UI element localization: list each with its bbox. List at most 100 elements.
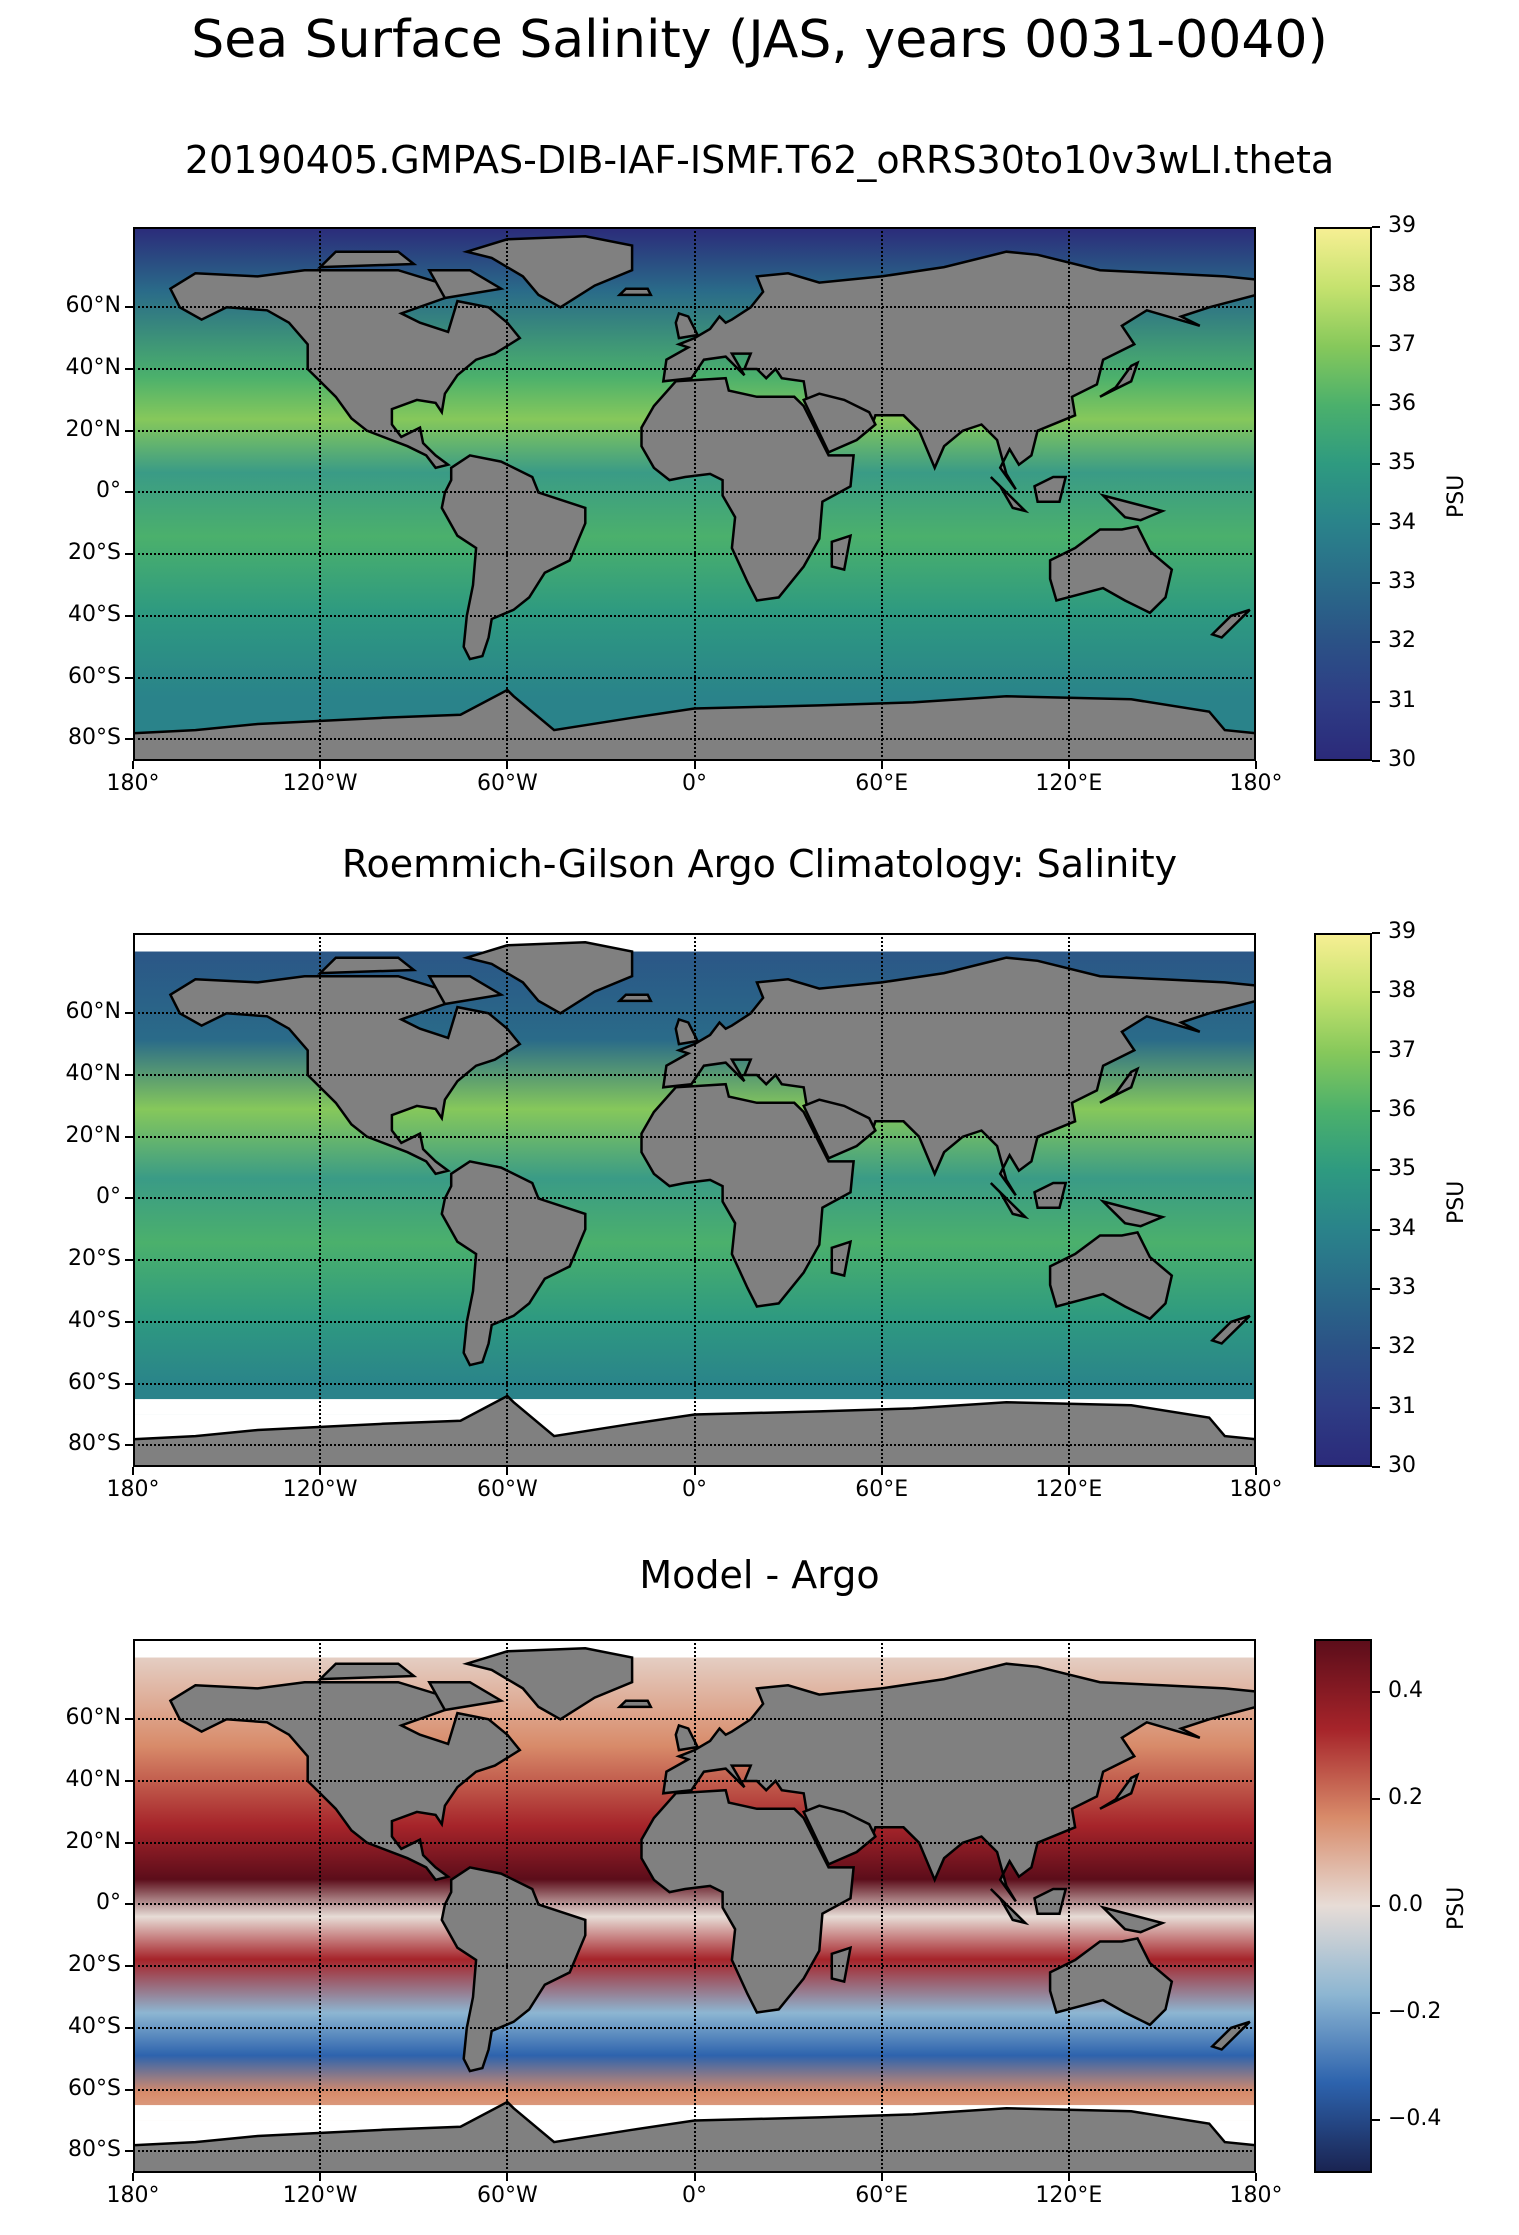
landmass: [1048, 1936, 1174, 2027]
y-tick-label: 40°S: [68, 601, 121, 627]
y-tick-label: 80°S: [68, 2137, 121, 2163]
colorbar-tick-label: 0.2: [1388, 1785, 1423, 1811]
colorbar-unit-label: PSU: [1444, 1180, 1469, 1224]
y-tick-mark: [125, 1012, 133, 1015]
colorbar-tick: [1372, 641, 1380, 644]
colorbar-tick: [1372, 1228, 1380, 1231]
x-tick-mark: [506, 761, 509, 769]
y-tick-mark: [125, 306, 133, 309]
colorbar-tick: [1372, 1691, 1380, 1694]
colorbar-2: [1314, 933, 1372, 1467]
meridian-gridline: [506, 1639, 509, 2173]
meridian-gridline: [319, 933, 322, 1467]
colorbar-tick: [1372, 1905, 1380, 1907]
colorbar-tick-label: 39: [1388, 919, 1416, 944]
y-tick-mark: [125, 1718, 133, 1721]
parallel-gridline: [133, 1779, 1256, 1782]
y-tick-label: 40°N: [65, 354, 121, 380]
landmass: [427, 974, 505, 1006]
landmass: [1033, 1887, 1068, 1915]
landmass: [1098, 1905, 1167, 1934]
x-tick-mark: [1067, 2173, 1070, 2181]
colorbar-unit-label: PSU: [1444, 474, 1469, 518]
y-tick-label: 60°S: [68, 1369, 121, 1395]
parallel-gridline: [133, 738, 1256, 741]
main-title: Sea Surface Salinity (JAS, years 0031-00…: [191, 10, 1328, 70]
y-tick-mark: [125, 553, 133, 556]
colorbar-tick-label: 31: [1388, 687, 1416, 713]
parallel-gridline: [133, 1073, 1256, 1076]
landmass: [661, 1662, 1256, 1903]
x-tick-mark: [880, 761, 883, 769]
landmass: [801, 1098, 877, 1160]
colorbar-tick-label: 35: [1388, 450, 1416, 476]
colorbar-tick-label: 38: [1388, 272, 1416, 298]
colorbar-tick: [1372, 1466, 1380, 1468]
colorbar-tick-label: 31: [1388, 1393, 1416, 1419]
colorbar-1: [1314, 227, 1372, 761]
x-tick-label: 120°E: [1035, 2183, 1103, 2208]
colorbar-tick-label: −0.4: [1388, 2105, 1442, 2131]
parallel-gridline: [133, 1382, 1256, 1385]
y-tick-mark: [125, 1903, 133, 1906]
x-tick-mark: [132, 2173, 134, 2181]
colorbar-tick-label: 33: [1388, 1275, 1416, 1300]
y-tick-label: 20°N: [65, 1828, 121, 1854]
y-tick-mark: [125, 2026, 133, 2029]
panel-1-title: 20190405.GMPAS-DIB-IAF-ISMF.T62_oRRS30to…: [184, 138, 1335, 182]
colorbar-tick: [1372, 1347, 1380, 1350]
colorbar-tick-label: 33: [1388, 569, 1416, 594]
colorbar-tick-label: 32: [1388, 628, 1416, 654]
landmass: [801, 392, 877, 454]
colorbar-tick: [1372, 700, 1380, 703]
panel-3-title: Model - Argo: [639, 1553, 880, 1597]
y-tick-label: 60°S: [68, 663, 121, 689]
x-tick-mark: [132, 1467, 134, 1475]
colorbar-tick: [1372, 285, 1380, 288]
colorbar-tick-label: 30: [1388, 1453, 1416, 1478]
x-tick-mark: [880, 1467, 883, 1475]
colorbar-tick-label: 36: [1388, 391, 1416, 416]
parallel-gridline: [133, 676, 1256, 679]
colorbar-tick: [1372, 226, 1380, 228]
y-tick-mark: [125, 491, 133, 494]
parallel-gridline: [133, 306, 1256, 309]
x-tick-label: 120°W: [282, 771, 358, 796]
x-tick-label: 180°: [1229, 2183, 1283, 2208]
landmass: [1098, 1199, 1167, 1228]
y-tick-label: 80°S: [68, 725, 121, 751]
colorbar-tick: [1372, 1288, 1380, 1290]
meridian-gridline: [506, 227, 509, 761]
meridian-gridline: [1067, 1639, 1070, 2173]
landmass: [440, 1866, 587, 2073]
landmass: [1099, 1066, 1140, 1104]
x-tick-label: 180°: [106, 1477, 160, 1502]
x-tick-mark: [880, 2173, 883, 2181]
colorbar-tick-label: 34: [1388, 1215, 1416, 1241]
y-tick-label: 20°S: [68, 540, 121, 566]
x-tick-mark: [1067, 1467, 1070, 1475]
colorbar-tick-label: 34: [1388, 509, 1416, 535]
colorbar-tick: [1372, 991, 1380, 994]
y-tick-mark: [125, 1382, 133, 1385]
landmass: [616, 287, 653, 297]
parallel-gridline: [133, 367, 1256, 370]
x-tick-label: 180°: [1229, 1477, 1283, 1502]
y-tick-mark: [125, 1135, 133, 1138]
colorbar-tick: [1372, 1798, 1380, 1801]
y-tick-mark: [125, 614, 133, 617]
x-tick-mark: [1255, 2173, 1257, 2181]
colorbar-tick-label: 0.4: [1388, 1678, 1423, 1704]
y-tick-mark: [125, 676, 133, 679]
parallel-gridline: [133, 1197, 1256, 1200]
colorbar-tick: [1372, 404, 1380, 406]
meridian-gridline: [880, 1639, 883, 2173]
parallel-gridline: [133, 429, 1256, 432]
x-tick-label: 180°: [1229, 771, 1283, 796]
landmass: [1099, 360, 1140, 398]
colorbar-tick: [1372, 463, 1380, 466]
colorbar-unit-label: PSU: [1444, 1886, 1469, 1930]
meridian-gridline: [506, 933, 509, 1467]
colorbar-3: [1314, 1639, 1372, 2173]
landmass: [616, 993, 653, 1003]
